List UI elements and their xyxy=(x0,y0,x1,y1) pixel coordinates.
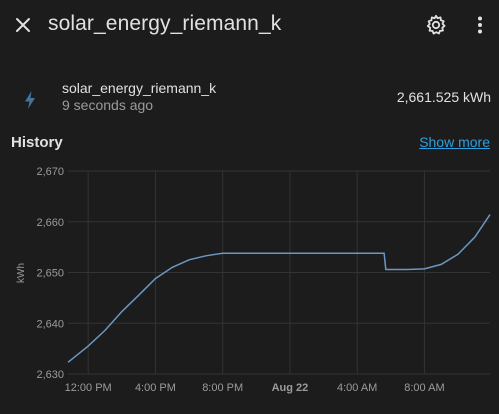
series-line xyxy=(67,214,491,363)
settings-button[interactable] xyxy=(424,13,448,37)
x-tick-label: 4:00 AM xyxy=(337,382,377,394)
y-axis-label: kWh xyxy=(16,263,27,283)
more-vertical-icon xyxy=(478,16,482,34)
gear-icon xyxy=(426,14,446,35)
entity-state-value: 2,661.525 kWh xyxy=(396,89,491,105)
x-tick-label: 12:00 PM xyxy=(65,382,112,394)
history-chart: 2,630 2,640 2,650 2,660 2,670 12:00 PM 4:00 P… xyxy=(0,160,499,409)
x-tick-label: Aug 22 xyxy=(272,382,309,394)
entity-row[interactable]: solar_energy_riemann_k 9 seconds ago 2,6… xyxy=(0,72,499,122)
y-tick-label: 2,640 xyxy=(36,318,64,330)
more-menu-button[interactable] xyxy=(472,13,488,37)
x-tick-label: 8:00 AM xyxy=(404,382,444,394)
x-tick-label: 8:00 PM xyxy=(202,382,243,394)
x-tick-label: 4:00 PM xyxy=(135,382,176,394)
y-tick-label: 2,630 xyxy=(36,369,64,381)
y-axis-ticks: 2,630 2,640 2,650 2,660 2,670 xyxy=(36,166,64,381)
y-tick-label: 2,660 xyxy=(36,217,64,229)
chart-grid xyxy=(68,170,490,375)
y-tick-label: 2,650 xyxy=(36,268,64,280)
dialog-header: solar_energy_riemann_k xyxy=(0,0,499,52)
entity-last-changed: 9 seconds ago xyxy=(62,97,154,113)
y-tick-label: 2,670 xyxy=(36,166,64,178)
close-button[interactable] xyxy=(10,12,36,38)
x-axis-ticks: 12:00 PM 4:00 PM 8:00 PM Aug 22 4:00 AM 8:00 … xyxy=(65,382,445,394)
lightning-bolt-icon xyxy=(19,89,41,111)
history-title: History xyxy=(11,134,63,151)
history-chart-svg: 2,630 2,640 2,650 2,660 2,670 12:00 PM 4:00 P… xyxy=(16,166,491,394)
dialog-title: solar_energy_riemann_k xyxy=(48,12,282,35)
entity-name: solar_energy_riemann_k xyxy=(62,80,217,96)
show-more-link[interactable]: Show more xyxy=(419,134,490,150)
close-icon xyxy=(16,18,30,32)
